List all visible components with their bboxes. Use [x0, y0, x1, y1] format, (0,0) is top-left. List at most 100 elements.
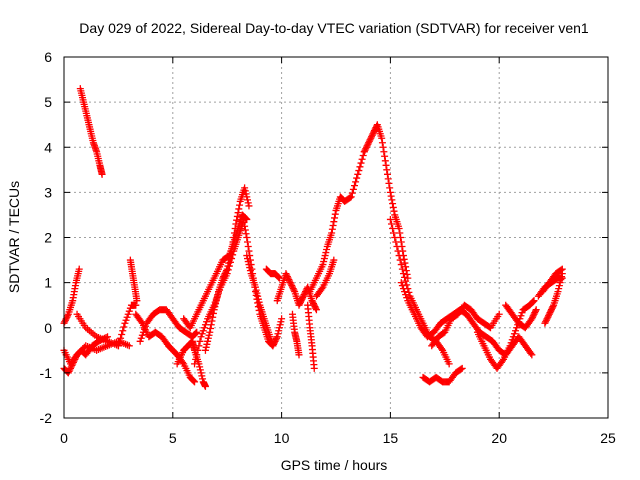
- data-point: [531, 307, 539, 315]
- data-point: [283, 273, 291, 281]
- x-tick-label: 20: [491, 430, 507, 446]
- data-point: [67, 363, 75, 371]
- data-point: [518, 309, 526, 317]
- data-point: [216, 286, 224, 294]
- data-point: [63, 313, 71, 321]
- data-point: [301, 289, 309, 297]
- data-point: [531, 309, 539, 317]
- data-point: [383, 170, 391, 178]
- data-point: [545, 310, 553, 318]
- data-point: [139, 328, 147, 336]
- data-point: [191, 360, 199, 368]
- data-point: [75, 265, 83, 273]
- data-point: [310, 364, 318, 372]
- data-series-segment-21: [312, 256, 338, 300]
- data-point: [115, 338, 123, 346]
- data-point: [71, 355, 79, 363]
- data-point: [529, 298, 537, 306]
- data-point: [311, 303, 319, 311]
- data-point: [379, 143, 387, 151]
- data-point: [495, 310, 503, 318]
- data-point: [397, 261, 405, 269]
- data-point: [517, 312, 525, 320]
- data-point: [203, 340, 211, 348]
- data-point: [364, 140, 372, 148]
- data-point: [206, 328, 214, 336]
- data-point: [199, 327, 207, 335]
- data-point: [67, 364, 75, 372]
- data-series-segment-05: [73, 310, 122, 350]
- y-tick-label: -2: [40, 410, 53, 426]
- y-tick-label: 5: [44, 94, 52, 110]
- plot-area: [60, 85, 566, 390]
- data-point: [403, 294, 411, 302]
- data-point: [529, 297, 537, 305]
- data-point: [369, 130, 377, 138]
- data-point: [193, 328, 201, 336]
- data-point: [233, 212, 241, 220]
- data-point: [508, 336, 516, 344]
- data-point: [319, 261, 327, 269]
- data-point: [555, 282, 563, 290]
- data-point: [549, 303, 557, 311]
- data-point: [124, 310, 132, 318]
- data-point: [204, 337, 212, 345]
- data-point: [193, 351, 201, 359]
- data-point: [196, 337, 204, 345]
- data-point: [254, 292, 262, 300]
- data-point: [278, 315, 286, 323]
- data-point: [123, 313, 131, 321]
- data-series-segment-24: [397, 279, 536, 359]
- data-point: [299, 294, 307, 302]
- x-tick-label: 25: [600, 430, 616, 446]
- data-point: [383, 166, 391, 174]
- data-series-segment-18: [288, 310, 303, 359]
- data-point: [64, 312, 72, 320]
- data-point: [542, 318, 550, 326]
- data-point: [385, 179, 393, 187]
- data-point: [236, 201, 244, 209]
- data-point: [378, 134, 386, 142]
- data-point: [498, 357, 506, 365]
- data-point: [288, 283, 296, 291]
- data-point: [133, 297, 141, 305]
- data-point: [331, 214, 339, 222]
- data-point: [224, 266, 232, 274]
- data-point: [223, 270, 231, 278]
- data-point: [353, 174, 361, 182]
- data-point: [214, 289, 222, 297]
- data-point: [310, 301, 318, 309]
- data-point: [296, 300, 304, 308]
- data-point: [529, 313, 537, 321]
- data-point: [322, 249, 330, 257]
- data-point: [528, 315, 536, 323]
- data-series-segment-20: [306, 148, 368, 296]
- data-point: [403, 281, 411, 289]
- data-point: [401, 259, 409, 267]
- data-point: [528, 351, 536, 359]
- data-point: [201, 346, 209, 354]
- data-point: [242, 190, 250, 198]
- data-point: [530, 310, 538, 318]
- data-point: [201, 321, 209, 329]
- y-tick-label: 2: [44, 230, 52, 246]
- data-point: [141, 325, 149, 333]
- data-point: [245, 261, 253, 269]
- data-point: [225, 262, 233, 270]
- data-point: [229, 251, 237, 259]
- data-point: [366, 136, 374, 144]
- data-point: [370, 128, 378, 136]
- data-point: [199, 375, 207, 383]
- data-point: [114, 342, 122, 350]
- data-point: [554, 288, 562, 296]
- data-point: [395, 252, 403, 260]
- data-point: [66, 366, 74, 374]
- data-point: [397, 279, 405, 287]
- data-point: [399, 285, 407, 293]
- data-point: [208, 317, 216, 325]
- data-point: [330, 218, 338, 226]
- data-point: [275, 324, 283, 332]
- data-point: [98, 170, 106, 178]
- data-point: [352, 178, 360, 186]
- y-tick-label: 4: [44, 139, 52, 155]
